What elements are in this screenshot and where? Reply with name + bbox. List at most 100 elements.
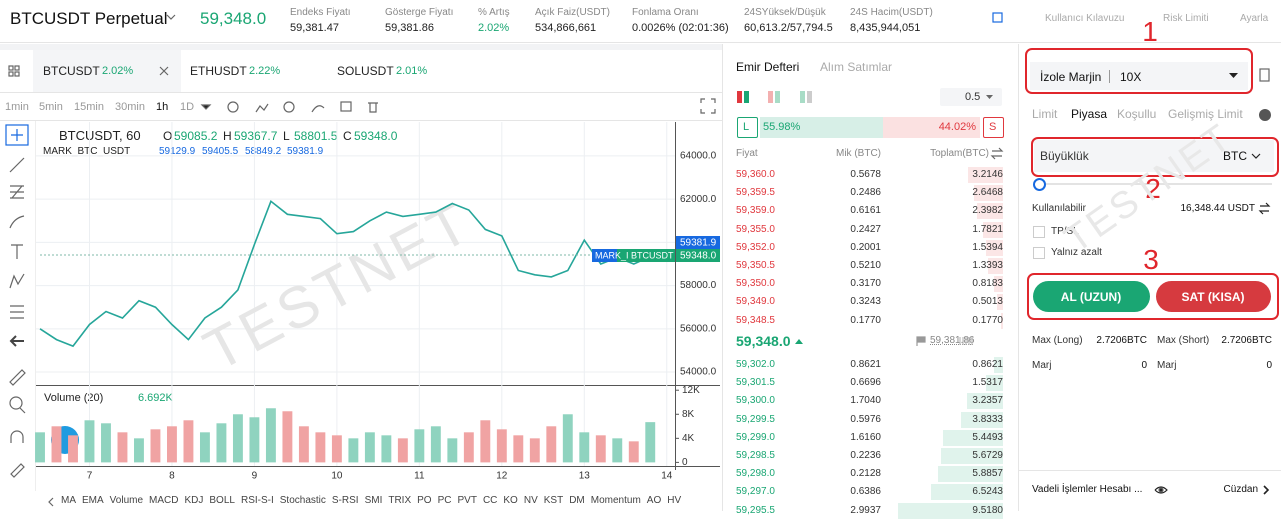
interval-option[interactable]: 30min — [115, 101, 145, 113]
depth-view-icon[interactable] — [800, 91, 805, 103]
text-tool[interactable] — [11, 244, 23, 259]
indicator[interactable]: DM — [569, 495, 585, 506]
indicator[interactable]: HV — [667, 495, 682, 506]
lock-tool[interactable] — [10, 463, 25, 478]
book-price[interactable]: 59,350.5 — [736, 260, 775, 271]
step-select[interactable] — [940, 88, 1002, 106]
swap-icon[interactable] — [1258, 202, 1271, 215]
indicator[interactable]: Momentum — [590, 495, 641, 506]
indicator[interactable]: CC — [482, 495, 498, 506]
order-type-tab[interactable]: Koşullu — [1117, 107, 1157, 121]
step-dropdown[interactable] — [986, 95, 993, 99]
checkbox[interactable] — [1033, 247, 1045, 259]
book-price[interactable]: 59,295.5 — [736, 504, 775, 516]
slider-track[interactable] — [1040, 183, 1272, 185]
book-price[interactable]: 59,360.0 — [736, 169, 775, 180]
order-type-tab[interactable]: Limit — [1032, 107, 1058, 121]
indicator[interactable]: Stochastic — [279, 495, 326, 506]
indicator[interactable]: Volume — [109, 495, 144, 506]
depth-view-icon[interactable] — [737, 91, 742, 103]
pattern-tool[interactable] — [9, 273, 25, 289]
measure-tool[interactable] — [10, 305, 24, 319]
zoom-tool[interactable] — [9, 396, 23, 410]
margin-select[interactable] — [1030, 62, 1248, 90]
indicator[interactable]: BOLL — [209, 495, 235, 506]
book-price[interactable]: 59,302.0 — [736, 359, 775, 370]
size-input[interactable] — [1034, 140, 1274, 172]
book-price[interactable]: 59,359.0 — [736, 205, 775, 217]
interval-option[interactable]: 1min — [5, 101, 29, 113]
option-label[interactable]: Yalnız azalt — [1051, 247, 1102, 258]
book-price[interactable]: 59,348.5 — [736, 314, 775, 326]
book-step[interactable]: 0.5 — [965, 91, 981, 103]
book-price[interactable]: 59,359.5 — [736, 187, 775, 199]
book-price[interactable]: 59,298.5 — [736, 450, 775, 461]
slider-thumb[interactable] — [1033, 178, 1046, 191]
book-price[interactable]: 59,349.0 — [736, 296, 775, 308]
book-price[interactable]: 59,301.5 — [736, 377, 775, 389]
tool-icon[interactable] — [255, 103, 269, 113]
book-price[interactable]: 59,350.0 — [736, 278, 775, 290]
interval-option[interactable]: 1D — [180, 101, 195, 113]
book-price[interactable]: 59,299.5 — [736, 413, 775, 425]
interval-dropdown[interactable] — [200, 104, 212, 110]
order-type-tab[interactable]: Piyasa — [1071, 107, 1108, 121]
magnet-tool[interactable] — [10, 430, 24, 443]
buy-button[interactable] — [1033, 281, 1150, 312]
unit-dropdown[interactable] — [1251, 153, 1261, 159]
header-link[interactable]: Risk Limiti — [1163, 13, 1209, 24]
depth-view-icon[interactable] — [768, 91, 773, 103]
symbol-title[interactable]: BTCUSDT Perpetual — [10, 9, 168, 28]
order-type-tab[interactable]: Gelişmiş Limit — [1168, 107, 1243, 121]
leverage[interactable]: 10X — [1120, 70, 1142, 84]
tool-icon[interactable] — [368, 102, 378, 113]
dropdown-icon[interactable] — [166, 14, 176, 20]
account-label[interactable]: Vadeli İşlemler Hesabı ... — [1032, 484, 1143, 495]
settings-icon[interactable] — [992, 12, 1003, 23]
wallet-link[interactable]: Cüzdan — [1223, 484, 1258, 495]
close-icon[interactable] — [159, 66, 169, 76]
sell-button[interactable] — [1156, 281, 1271, 312]
interval-option[interactable]: 15min — [74, 101, 104, 113]
leverage-dropdown[interactable] — [1229, 73, 1238, 78]
indicator[interactable]: MA — [61, 495, 76, 506]
book-price[interactable]: 59,352.0 — [736, 241, 775, 253]
tab-symbol[interactable]: SOLUSDT — [337, 64, 394, 78]
interval-option[interactable]: 5min — [39, 101, 63, 113]
tool-icon[interactable] — [340, 101, 352, 112]
margin-mode[interactable]: İzole Marjin — [1040, 70, 1102, 84]
layout-icon[interactable] — [8, 65, 14, 71]
checkbox[interactable] — [1033, 226, 1045, 238]
eye-icon[interactable] — [1154, 486, 1168, 494]
crosshair-tool[interactable] — [5, 124, 29, 146]
tab-symbol[interactable]: ETHUSDT — [190, 64, 247, 78]
sell-button-label[interactable]: SAT (KISA) — [1181, 290, 1245, 304]
indicator[interactable]: KO — [503, 495, 518, 506]
indicator[interactable]: SMI — [364, 495, 383, 506]
interval-option[interactable]: 1h — [156, 101, 169, 113]
size-unit[interactable]: BTC — [1223, 149, 1247, 163]
book-tab[interactable]: Alım Satımlar — [820, 60, 893, 74]
back-tool[interactable] — [9, 335, 24, 347]
indicator[interactable]: PO — [417, 495, 432, 506]
ruler-tool[interactable] — [9, 369, 26, 386]
buy-button-label[interactable]: AL (UZUN) — [1060, 290, 1122, 304]
indicator[interactable]: MACD — [149, 495, 179, 506]
tool-icon[interactable] — [227, 101, 239, 113]
swap-icon[interactable] — [990, 147, 1004, 160]
indicator[interactable]: AO — [646, 495, 662, 506]
fib-tool[interactable] — [10, 185, 24, 199]
option-label[interactable]: TP/SL — [1051, 226, 1079, 237]
wallet-arrow[interactable] — [1263, 485, 1270, 495]
book-tab[interactable]: Emir Defteri — [736, 60, 800, 74]
header-link[interactable]: Kullanıcı Kılavuzu — [1045, 13, 1125, 24]
brush-tool[interactable] — [9, 215, 25, 229]
calculator-icon[interactable] — [1259, 68, 1270, 82]
fullscreen-icon[interactable] — [700, 98, 716, 114]
tab-symbol[interactable]: BTCUSDT — [43, 64, 100, 78]
indicator[interactable]: TRIX — [388, 495, 412, 506]
book-price[interactable]: 59,300.0 — [736, 395, 775, 407]
indicator[interactable]: KST — [543, 495, 564, 506]
indicator[interactable]: PVT — [457, 495, 477, 506]
book-price[interactable]: 59,297.0 — [736, 486, 775, 498]
